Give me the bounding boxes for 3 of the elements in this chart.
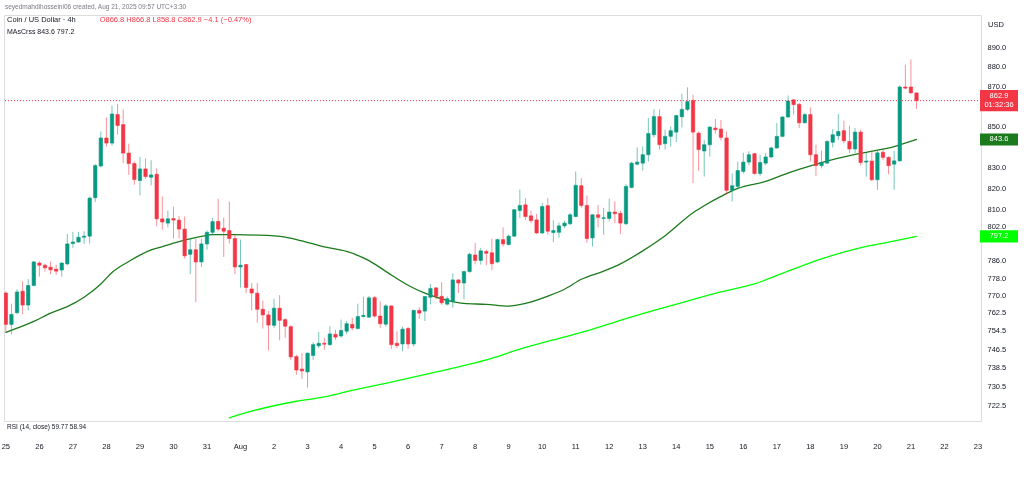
line-series <box>5 138 918 333</box>
line-series <box>228 235 918 419</box>
candlestick <box>165 210 170 228</box>
